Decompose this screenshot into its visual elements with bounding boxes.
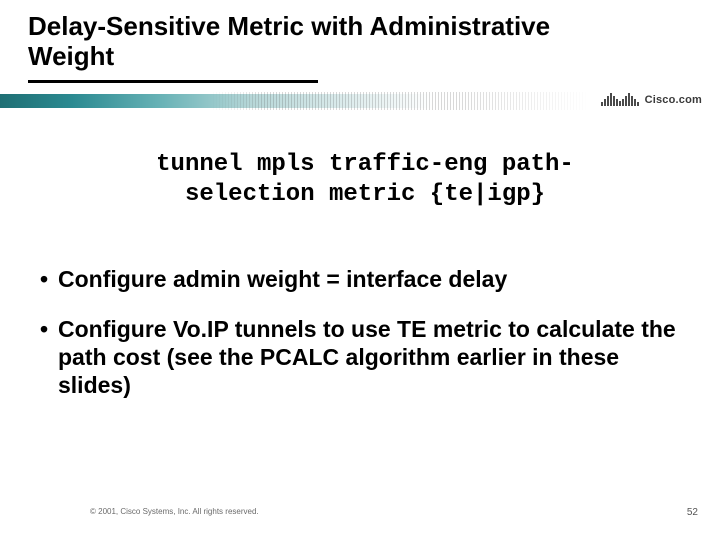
cisco-logo-bars-icon [601,92,639,106]
command-line-2: selection metric {te|igp} [90,180,640,210]
cisco-logo-text: Cisco.com [645,94,702,106]
slide-title: Delay-Sensitive Metric with Administrati… [28,12,588,72]
bullet-icon: • [40,315,58,399]
page-number: 52 [687,507,698,518]
title-underline [28,80,318,83]
bullet-text: Configure Vo.IP tunnels to use TE metric… [58,315,680,399]
bullet-icon: • [40,265,58,293]
command-line-1: tunnel mpls traffic-eng path- [90,150,640,180]
bullet-text: Configure admin weight = interface delay [58,265,680,293]
footer-copyright: © 2001, Cisco Systems, Inc. All rights r… [90,507,259,516]
list-item: • Configure admin weight = interface del… [40,265,680,293]
bullet-list: • Configure admin weight = interface del… [40,265,680,421]
header-stripes [210,92,590,110]
slide: Delay-Sensitive Metric with Administrati… [0,0,720,540]
cisco-logo: Cisco.com [601,92,702,106]
command-snippet: tunnel mpls traffic-eng path- selection … [90,150,640,210]
list-item: • Configure Vo.IP tunnels to use TE metr… [40,315,680,399]
